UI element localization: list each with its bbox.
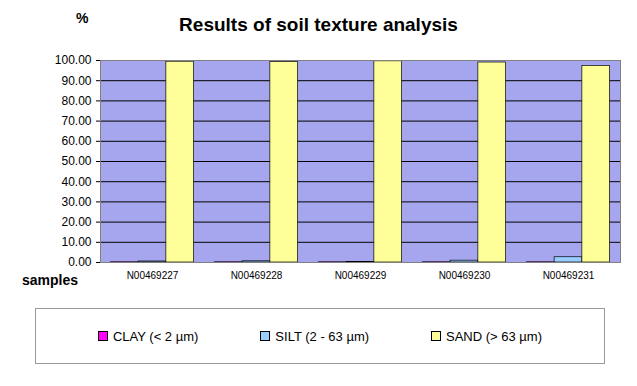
svg-text:N00469230: N00469230 — [439, 270, 491, 281]
svg-text:0.00: 0.00 — [68, 255, 92, 269]
svg-text:20.00: 20.00 — [61, 215, 91, 229]
html-text:samples: samples — [22, 272, 78, 288]
svg-text:40.00: 40.00 — [61, 175, 91, 189]
html-text:SAND (> 63 µm): SAND (> 63 µm) — [446, 328, 542, 344]
svg-text:N00469231: N00469231 — [543, 270, 595, 281]
html-text:CLAY (< 2 µm): CLAY (< 2 µm) — [113, 328, 199, 344]
svg-text:100.00: 100.00 — [55, 53, 92, 67]
svg-text:80.00: 80.00 — [61, 94, 91, 108]
svg-text:10.00: 10.00 — [61, 235, 91, 249]
svg-text:30.00: 30.00 — [61, 195, 91, 209]
svg-text:60.00: 60.00 — [61, 134, 91, 148]
html-text:SILT (2 - 63 µm): SILT (2 - 63 µm) — [275, 328, 369, 344]
svg-text:70.00: 70.00 — [61, 114, 91, 128]
svg-text:N00469229: N00469229 — [335, 270, 387, 281]
svg-text:N00469227: N00469227 — [127, 270, 179, 281]
svg-text:N00469228: N00469228 — [231, 270, 283, 281]
svg-text:90.00: 90.00 — [61, 74, 91, 88]
html-text:Results of soil texture analys: Results of soil texture analysis — [179, 14, 458, 35]
svg-text:50.00: 50.00 — [61, 154, 91, 168]
